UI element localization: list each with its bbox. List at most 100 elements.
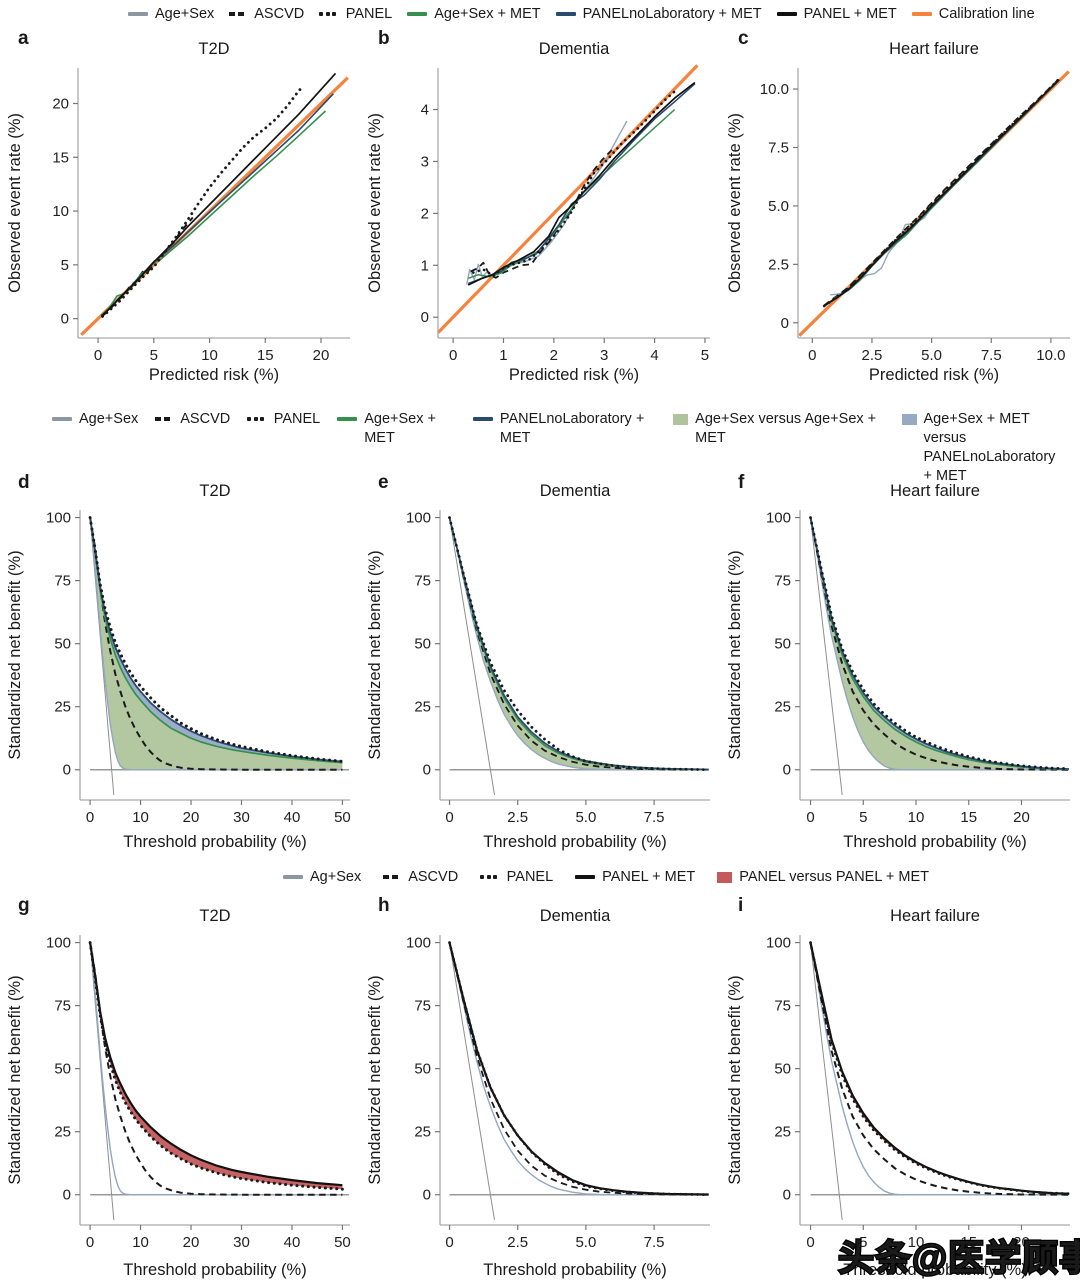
x-tick-label: 0 xyxy=(445,1234,453,1251)
legend-label: Age+Sex versus Age+Sex + MET xyxy=(695,411,877,446)
y-axis-title: Standardized net benefit (%) xyxy=(6,550,24,759)
y-axis-title: Observed event rate (%) xyxy=(726,113,744,293)
y-tick-label: 2 xyxy=(421,205,429,222)
x-tick-label: 5.0 xyxy=(575,1234,596,1251)
series-line xyxy=(809,941,1071,1196)
legend-label: PANEL xyxy=(506,869,554,885)
y-tick-label: 50 xyxy=(414,1061,431,1078)
y-axis-title: Standardized net benefit (%) xyxy=(726,975,744,1184)
legend-item: PANEL + MET xyxy=(575,868,695,887)
y-axis-title: Standardized net benefit (%) xyxy=(366,975,384,1184)
fill-region xyxy=(810,517,1069,770)
y-tick-label: 0 xyxy=(783,762,791,779)
series-line xyxy=(448,516,710,772)
series-line xyxy=(101,87,303,318)
y-tick-label: 75 xyxy=(54,998,71,1015)
legend-item: Ag+Sex xyxy=(283,868,361,887)
y-tick-label: 75 xyxy=(774,573,791,590)
series-line xyxy=(448,517,709,771)
y-tick-label: 75 xyxy=(414,998,431,1015)
y-tick-label: 100 xyxy=(406,510,431,527)
series-line xyxy=(89,942,343,1196)
series-line xyxy=(810,517,843,796)
y-axis-title: Observed event rate (%) xyxy=(366,113,384,293)
legend-key-line-icon xyxy=(283,875,303,879)
fill-region xyxy=(810,517,1069,770)
legend-key-dashed-icon xyxy=(155,417,173,421)
panel-t2d-net-benefit: d T2D 0 10 20 30 40 50 0 25 50 75 100 Threshold prob… xyxy=(4,470,356,860)
series-line xyxy=(436,64,699,334)
fill-region xyxy=(449,517,709,770)
chart-title: Dementia xyxy=(540,482,611,500)
legend-key-dashed-icon xyxy=(229,12,247,16)
legend-item: ASCVD xyxy=(383,868,458,887)
fill-region xyxy=(90,942,343,1190)
legend-key-fill-icon xyxy=(901,414,917,425)
x-tick-label: 30 xyxy=(233,1234,250,1251)
series-line xyxy=(809,517,1069,771)
panel-letter: d xyxy=(18,472,30,493)
series-line xyxy=(89,517,343,771)
y-tick-label: 0 xyxy=(63,762,71,779)
legend-key-fill-icon xyxy=(717,872,733,883)
watermark: 头条@医学顾事 xyxy=(837,1236,1080,1280)
chart-title: Dementia xyxy=(539,40,610,58)
fill-region xyxy=(449,517,709,770)
series-line xyxy=(809,517,1069,770)
legend-item: ASCVD xyxy=(229,5,304,24)
legend-label: PANEL + MET xyxy=(602,869,696,885)
panel-heart-failure-calibration: c Heart failure 0 2.5 5.0 7.5 10.0 0 2.5 5.0 7.5 1… xyxy=(724,26,1076,396)
panel-letter: f xyxy=(738,472,745,493)
x-axis-title: Threshold probability (%) xyxy=(123,833,306,851)
legend-item: PANEL + MET xyxy=(776,5,897,24)
y-tick-label: 100 xyxy=(766,935,791,952)
series-line xyxy=(89,517,343,771)
series-line xyxy=(449,517,495,796)
x-tick-label: 40 xyxy=(284,809,301,826)
legend-label: Calibration line xyxy=(938,6,1035,22)
legend-key-line-icon xyxy=(407,12,428,16)
legend-label: ASCVD xyxy=(254,6,305,22)
y-tick-label: 75 xyxy=(414,573,431,590)
x-axis-title: Threshold probability (%) xyxy=(483,1261,666,1279)
x-axis-title: Threshold probability (%) xyxy=(123,1261,306,1279)
y-tick-label: 25 xyxy=(414,699,431,716)
x-tick-label: 50 xyxy=(334,809,351,826)
legend-item: PANEL xyxy=(319,5,392,24)
y-tick-label: 75 xyxy=(54,573,71,590)
x-tick-label: 15 xyxy=(960,809,977,826)
legend-label: PANEL + MET xyxy=(803,6,897,22)
chart-dementia-calibration: Dementia 0 1 2 3 4 5 0 1 2 3 4 Predicted risk (%) Obs… xyxy=(366,40,710,384)
series-line xyxy=(100,72,337,318)
y-tick-label: 25 xyxy=(774,699,791,716)
legend-item: Age+Sex + MET versus PANELnoLaboratory +… xyxy=(901,410,1080,485)
series-line xyxy=(809,942,1069,1196)
x-axis-title: Predicted risk (%) xyxy=(869,366,999,384)
x-axis-title: Threshold probability (%) xyxy=(843,1261,1026,1279)
chart-dementia-panel-met: Dementia 0 2.5 5.0 7.5 0 25 50 75 100 Threshold pr… xyxy=(366,907,710,1279)
chart-t2d-net-benefit: T2D 0 10 20 30 40 50 0 25 50 75 100 Threshold probab… xyxy=(6,482,351,851)
legend-label: Age+Sex xyxy=(79,411,139,427)
panel-letter: c xyxy=(738,28,749,49)
x-tick-label: 7.5 xyxy=(981,347,1002,364)
series-line xyxy=(809,517,1069,771)
x-tick-label: 2.5 xyxy=(507,1234,528,1251)
x-tick-label: 5 xyxy=(859,1234,867,1251)
x-tick-label: 5.0 xyxy=(575,809,596,826)
panel-t2d-calibration: a T2D 0 5 10 15 20 0 5 10 15 20 Predicted risk (%) O… xyxy=(4,26,356,396)
series-line xyxy=(822,77,1061,308)
y-tick-label: 20 xyxy=(52,95,69,112)
series-line xyxy=(89,517,115,796)
x-tick-label: 3 xyxy=(600,347,608,364)
x-axis-title: Predicted risk (%) xyxy=(149,366,279,384)
chart-title: T2D xyxy=(199,482,230,500)
y-tick-label: 0 xyxy=(63,1187,71,1204)
legend-item: Calibration line xyxy=(911,5,1035,24)
watermark-text: 头条@医学顾事 xyxy=(838,1237,1080,1278)
y-tick-label: 0 xyxy=(421,309,429,326)
legend-key-dotted-icon xyxy=(319,12,339,16)
series-line xyxy=(467,83,696,285)
series-line xyxy=(809,942,1069,1195)
y-tick-label: 25 xyxy=(54,1124,71,1141)
legend-calibration: Age+Sex ASCVD PANEL Age+Sex + MET PANELnoLab… xyxy=(128,5,1035,24)
